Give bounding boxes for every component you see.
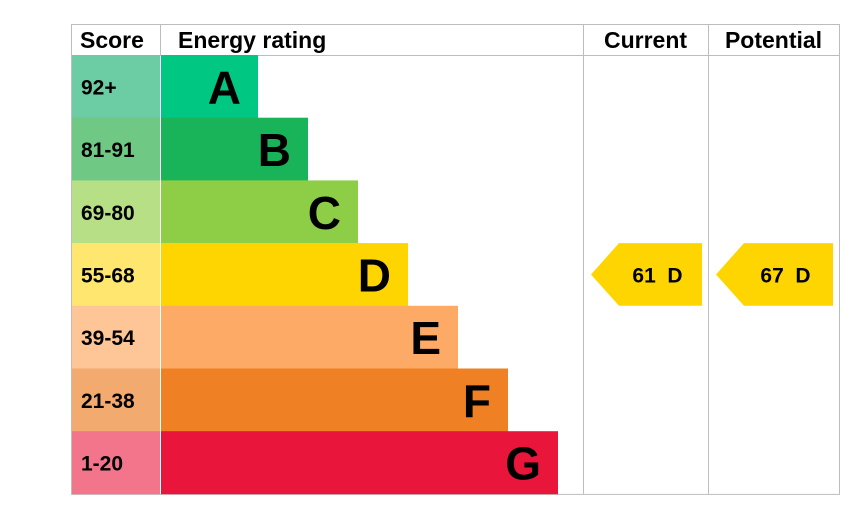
score-cell-e	[72, 305, 160, 369]
rating-bar-a	[161, 55, 258, 118]
rating-letter-b: B	[258, 124, 291, 176]
rating-bar-d	[161, 243, 408, 307]
score-cell-b	[72, 117, 160, 181]
score-cell-f	[72, 368, 160, 432]
rating-letter-c: C	[308, 187, 341, 239]
header-score: Score	[80, 27, 144, 53]
score-cell-g	[72, 431, 160, 495]
header-potential: Potential	[725, 27, 822, 53]
potential-rating-arrow	[716, 243, 833, 306]
score-cell-d	[72, 243, 160, 307]
rating-bar-f	[161, 368, 508, 432]
rating-bar-g	[161, 431, 558, 495]
table-frame	[71, 24, 840, 495]
header-current: Current	[604, 27, 687, 53]
score-cell-a	[72, 55, 160, 118]
current-rating-label: 61 D	[632, 264, 682, 287]
rating-letter-e: E	[410, 312, 441, 364]
rating-bar-b	[161, 117, 308, 181]
score-label-g: 1-20	[81, 453, 123, 476]
rating-letter-a: A	[208, 61, 241, 113]
score-label-f: 21-38	[81, 390, 135, 413]
score-label-a: 92+	[81, 76, 117, 99]
rating-letter-g: G	[505, 438, 541, 490]
potential-rating-label: 67 D	[760, 264, 810, 287]
header-energy-rating: Energy rating	[178, 27, 326, 53]
rating-letter-d: D	[358, 249, 391, 301]
rating-letter-f: F	[463, 375, 491, 427]
score-label-d: 55-68	[81, 264, 135, 287]
score-label-e: 39-54	[81, 327, 135, 350]
rating-bar-c	[161, 180, 358, 244]
score-cell-c	[72, 180, 160, 244]
current-rating-arrow	[591, 243, 702, 306]
rating-bar-e	[161, 305, 458, 369]
score-label-c: 69-80	[81, 202, 135, 225]
score-label-b: 81-91	[81, 139, 135, 162]
